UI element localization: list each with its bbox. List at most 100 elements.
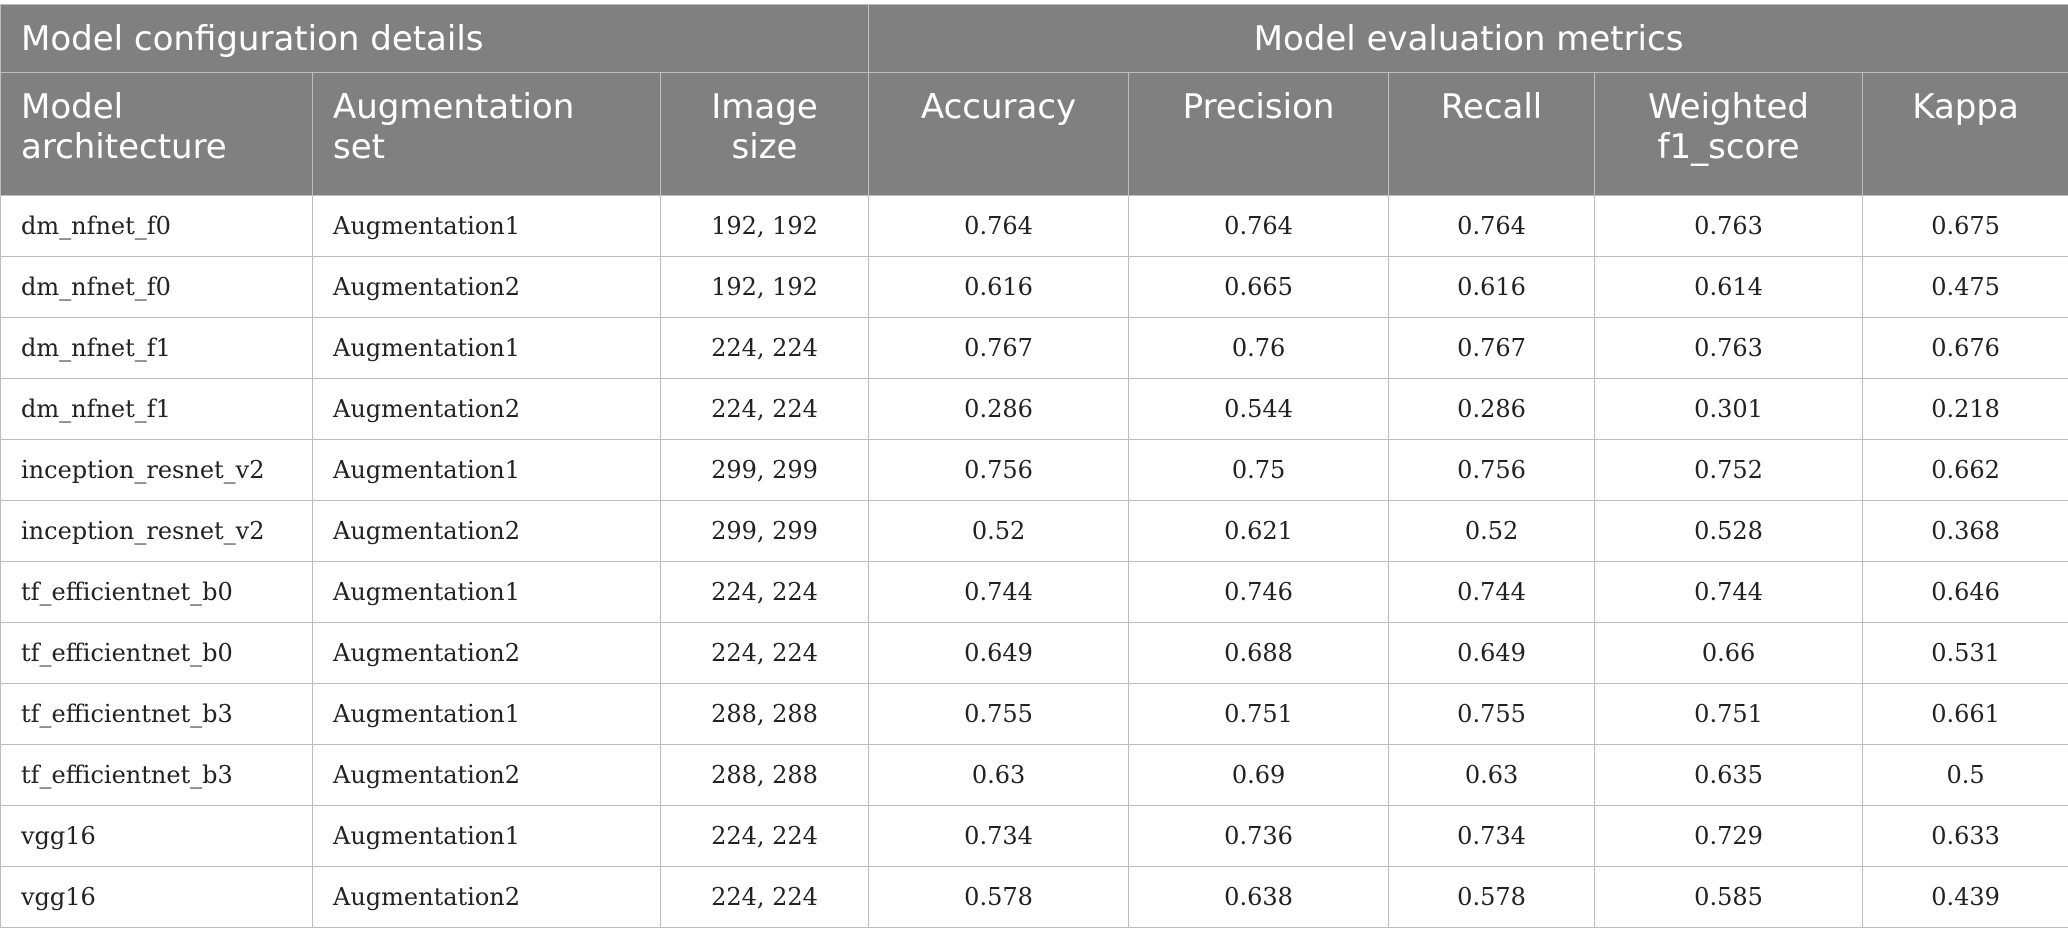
cell-image-size: 299, 299	[659, 439, 870, 501]
cell-accuracy: 0.767	[868, 317, 1130, 379]
cell-accuracy: 0.755	[868, 683, 1130, 745]
cell-accuracy: 0.756	[868, 439, 1130, 501]
cell-architecture: vgg16	[0, 866, 313, 928]
cell-precision: 0.688	[1128, 622, 1390, 684]
table-row: dm_nfnet_f1 Augmentation1 224, 224 0.767 0.7…	[0, 317, 2068, 379]
cell-architecture: tf_efficientnet_b0	[0, 622, 313, 684]
table-row: dm_nfnet_f1 Augmentation2 224, 224 0.286 0.5…	[0, 378, 2068, 440]
cell-architecture: dm_nfnet_f0	[0, 195, 313, 257]
cell-architecture: dm_nfnet_f1	[0, 378, 313, 440]
cell-accuracy: 0.63	[868, 744, 1130, 806]
metrics-group-header: Model evaluation metrics	[868, 4, 2068, 73]
cell-precision: 0.665	[1128, 256, 1390, 318]
cell-accuracy: 0.764	[868, 195, 1130, 257]
table-row: tf_efficientnet_b3 Augmentation1 288, 288 0…	[0, 683, 2068, 745]
cell-image-size: 224, 224	[659, 866, 870, 928]
cell-augmentation: Augmentation1	[312, 439, 661, 501]
cell-augmentation: Augmentation2	[312, 744, 661, 806]
cell-weighted-f1: 0.763	[1594, 317, 1864, 379]
cell-kappa: 0.675	[1862, 195, 2068, 257]
cell-augmentation: Augmentation2	[312, 622, 661, 684]
col-header-recall: Recall	[1388, 72, 1596, 196]
table-row: inception_resnet_v2 Augmentation2 299, 299…	[0, 500, 2068, 562]
cell-weighted-f1: 0.744	[1594, 561, 1864, 623]
group-header-row: Model configuration details Model evalua…	[0, 4, 2068, 73]
cell-precision: 0.746	[1128, 561, 1390, 623]
cell-weighted-f1: 0.528	[1594, 500, 1864, 562]
cell-architecture: tf_efficientnet_b3	[0, 744, 313, 806]
table-row: dm_nfnet_f0 Augmentation2 192, 192 0.616 0.6…	[0, 256, 2068, 318]
cell-image-size: 288, 288	[659, 744, 870, 806]
cell-weighted-f1: 0.614	[1594, 256, 1864, 318]
col-header-image-size: Image size	[659, 72, 870, 196]
cell-accuracy: 0.649	[868, 622, 1130, 684]
cell-weighted-f1: 0.763	[1594, 195, 1864, 257]
cell-kappa: 0.5	[1862, 744, 2068, 806]
results-table: Model configuration details Model evalua…	[0, 4, 2068, 928]
cell-accuracy: 0.744	[868, 561, 1130, 623]
cell-architecture: tf_efficientnet_b0	[0, 561, 313, 623]
cell-augmentation: Augmentation2	[312, 500, 661, 562]
cell-precision: 0.751	[1128, 683, 1390, 745]
col-header-kappa: Kappa	[1862, 72, 2068, 196]
table-row: dm_nfnet_f0 Augmentation1 192, 192 0.764 0.7…	[0, 195, 2068, 257]
cell-accuracy: 0.286	[868, 378, 1130, 440]
col-header-precision: Precision	[1128, 72, 1390, 196]
cell-image-size: 288, 288	[659, 683, 870, 745]
cell-augmentation: Augmentation1	[312, 317, 661, 379]
cell-weighted-f1: 0.752	[1594, 439, 1864, 501]
cell-image-size: 224, 224	[659, 805, 870, 867]
col-header-architecture: Model architecture	[0, 72, 313, 196]
cell-architecture: inception_resnet_v2	[0, 500, 313, 562]
cell-image-size: 224, 224	[659, 561, 870, 623]
cell-kappa: 0.633	[1862, 805, 2068, 867]
table-row: inception_resnet_v2 Augmentation1 299, 299…	[0, 439, 2068, 501]
cell-image-size: 192, 192	[659, 195, 870, 257]
cell-precision: 0.544	[1128, 378, 1390, 440]
cell-accuracy: 0.616	[868, 256, 1130, 318]
config-group-header: Model configuration details	[0, 4, 870, 73]
cell-image-size: 299, 299	[659, 500, 870, 562]
cell-augmentation: Augmentation2	[312, 378, 661, 440]
cell-kappa: 0.531	[1862, 622, 2068, 684]
table-row: tf_efficientnet_b0 Augmentation2 224, 224 0…	[0, 622, 2068, 684]
cell-accuracy: 0.578	[868, 866, 1130, 928]
cell-recall: 0.767	[1388, 317, 1596, 379]
cell-kappa: 0.661	[1862, 683, 2068, 745]
cell-recall: 0.756	[1388, 439, 1596, 501]
cell-recall: 0.755	[1388, 683, 1596, 745]
cell-weighted-f1: 0.635	[1594, 744, 1864, 806]
cell-augmentation: Augmentation1	[312, 561, 661, 623]
cell-kappa: 0.662	[1862, 439, 2068, 501]
cell-recall: 0.52	[1388, 500, 1596, 562]
col-header-augmentation: Augmentation set	[312, 72, 661, 196]
results-table-wrapper: Model configuration details Model evalua…	[0, 4, 2068, 928]
cell-recall: 0.649	[1388, 622, 1596, 684]
table-body: dm_nfnet_f0 Augmentation1 192, 192 0.764 0.7…	[0, 195, 2068, 928]
cell-recall: 0.578	[1388, 866, 1596, 928]
cell-precision: 0.76	[1128, 317, 1390, 379]
cell-image-size: 224, 224	[659, 378, 870, 440]
cell-recall: 0.734	[1388, 805, 1596, 867]
cell-kappa: 0.676	[1862, 317, 2068, 379]
table-row: vgg16 Augmentation2 224, 224 0.578 0.638 0.57…	[0, 866, 2068, 928]
cell-recall: 0.286	[1388, 378, 1596, 440]
cell-augmentation: Augmentation1	[312, 805, 661, 867]
cell-accuracy: 0.734	[868, 805, 1130, 867]
cell-precision: 0.621	[1128, 500, 1390, 562]
cell-accuracy: 0.52	[868, 500, 1130, 562]
cell-weighted-f1: 0.751	[1594, 683, 1864, 745]
cell-architecture: dm_nfnet_f1	[0, 317, 313, 379]
cell-image-size: 224, 224	[659, 317, 870, 379]
cell-precision: 0.736	[1128, 805, 1390, 867]
cell-weighted-f1: 0.729	[1594, 805, 1864, 867]
cell-kappa: 0.218	[1862, 378, 2068, 440]
cell-image-size: 192, 192	[659, 256, 870, 318]
cell-augmentation: Augmentation2	[312, 256, 661, 318]
cell-precision: 0.69	[1128, 744, 1390, 806]
table-row: tf_efficientnet_b0 Augmentation1 224, 224 0…	[0, 561, 2068, 623]
cell-architecture: dm_nfnet_f0	[0, 256, 313, 318]
table-row: tf_efficientnet_b3 Augmentation2 288, 288 0…	[0, 744, 2068, 806]
cell-image-size: 224, 224	[659, 622, 870, 684]
cell-recall: 0.764	[1388, 195, 1596, 257]
